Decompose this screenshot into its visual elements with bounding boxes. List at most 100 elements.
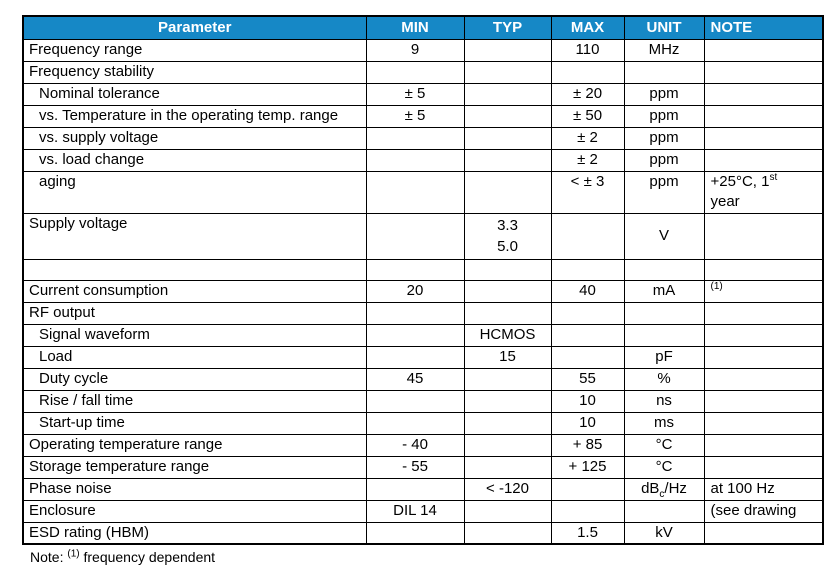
unit-cell: ppm [623, 170, 705, 214]
typ-cell [463, 499, 552, 523]
param-cell: Rise / fall time [22, 389, 367, 413]
param-cell: Duty cycle [22, 367, 367, 391]
max-cell: 110 [550, 38, 625, 62]
max-cell [550, 60, 625, 84]
typ-cell [463, 258, 552, 281]
note-cell [703, 323, 824, 347]
typ-cell [463, 170, 552, 214]
max-cell [550, 477, 625, 501]
note-cell: +25°C, 1st year [703, 170, 824, 214]
note-cell [703, 104, 824, 128]
param-cell: vs. supply voltage [22, 126, 367, 150]
typ-cell: 15 [463, 345, 552, 369]
column-header-min: MIN [365, 15, 465, 40]
unit-cell: pF [623, 345, 705, 369]
unit-cell: kV [623, 521, 705, 545]
column-header-parameter: Parameter [22, 15, 367, 40]
min-cell: 45 [365, 367, 465, 391]
table-row: Load 15 pF [22, 345, 824, 369]
table-row: aging < ± 3 ppm +25°C, 1st year [22, 170, 824, 214]
spec-table: Parameter MIN TYP MAX UNIT NOTE Frequency ran… [22, 15, 824, 545]
param-cell: RF output [22, 301, 367, 325]
min-cell [365, 345, 465, 369]
typ-cell [463, 148, 552, 172]
unit-cell: °C [623, 433, 705, 457]
note-cell: (1) [703, 279, 824, 303]
param-cell: Operating temperature range [22, 433, 367, 457]
typ-cell [463, 433, 552, 457]
min-cell: - 40 [365, 433, 465, 457]
max-cell: 55 [550, 367, 625, 391]
max-cell: < ± 3 [550, 170, 625, 214]
min-cell [365, 323, 465, 347]
min-cell [365, 126, 465, 150]
note-cell: (see drawing [703, 499, 824, 523]
note-cell: at 100 Hz [703, 477, 824, 501]
typ-cell: HCMOS [463, 323, 552, 347]
max-cell [550, 212, 625, 260]
min-cell [365, 258, 465, 281]
typ-cell: 3.3 5.0 [463, 212, 552, 260]
min-cell: - 55 [365, 455, 465, 479]
table-row: Frequency range 9 110 MHz [22, 38, 824, 62]
note-cell [703, 367, 824, 391]
table-row: Duty cycle 45 55% [22, 367, 824, 391]
note-cell [703, 258, 824, 281]
table-row: ESD rating (HBM) 1.5 kV [22, 521, 824, 545]
column-header-max: MAX [550, 15, 625, 40]
param-cell [22, 258, 367, 281]
column-header-note: NOTE [703, 15, 824, 40]
typ-cell: < -120 [463, 477, 552, 501]
param-cell: Signal waveform [22, 323, 367, 347]
note-cell [703, 148, 824, 172]
min-cell [365, 389, 465, 413]
unit-cell: MHz [623, 38, 705, 62]
min-cell [365, 521, 465, 545]
param-cell: Storage temperature range [22, 455, 367, 479]
param-cell: Frequency range [22, 38, 367, 62]
table-row: Frequency stability [22, 60, 824, 84]
table-body: Frequency range 9 110 MHz Frequency stabilit… [22, 38, 824, 545]
param-cell: vs. Temperature in the operating temp. r… [22, 104, 367, 128]
table-row: Signal waveform HCMOS [22, 323, 824, 347]
max-cell: ± 2 [550, 126, 625, 150]
max-cell: ± 50 [550, 104, 625, 128]
min-cell: ± 5 [365, 82, 465, 106]
table-row: Start-up time 10 ms [22, 411, 824, 435]
table-row: Storage temperature range - 55 + 125 °C [22, 455, 824, 479]
typ-cell [463, 455, 552, 479]
min-cell: 20 [365, 279, 465, 303]
table-row: Rise / fall time 10 ns [22, 389, 824, 413]
unit-cell: V [623, 212, 705, 260]
table-row: vs. supply voltage ± 2 ppm [22, 126, 824, 150]
max-cell: + 85 [550, 433, 625, 457]
min-cell [365, 212, 465, 260]
max-cell: 1.5 [550, 521, 625, 545]
note-cell [703, 433, 824, 457]
unit-cell [623, 301, 705, 325]
typ-cell [463, 104, 552, 128]
max-cell: 10 [550, 411, 625, 435]
param-cell: Nominal tolerance [22, 82, 367, 106]
table-row: Operating temperature range - 40 + 85 °C [22, 433, 824, 457]
note-cell [703, 126, 824, 150]
unit-cell [623, 499, 705, 523]
param-cell: ESD rating (HBM) [22, 521, 367, 545]
column-header-typ: TYP [463, 15, 552, 40]
unit-cell: ns [623, 389, 705, 413]
param-cell: Supply voltage [22, 212, 367, 260]
note-cell [703, 82, 824, 106]
min-cell: DIL 14 [365, 499, 465, 523]
unit-cell: ms [623, 411, 705, 435]
min-cell [365, 477, 465, 501]
max-cell [550, 345, 625, 369]
max-cell: ± 20 [550, 82, 625, 106]
table-row: vs. load change ± 2 ppm [22, 148, 824, 172]
note-cell [703, 301, 824, 325]
param-cell: Phase noise [22, 477, 367, 501]
table-row: Enclosure DIL 14 (see drawing [22, 499, 824, 523]
footnote: Note: (1) frequency dependent [30, 548, 216, 565]
min-cell: ± 5 [365, 104, 465, 128]
max-cell: 40 [550, 279, 625, 303]
unit-cell: dBc/Hz [623, 477, 705, 501]
